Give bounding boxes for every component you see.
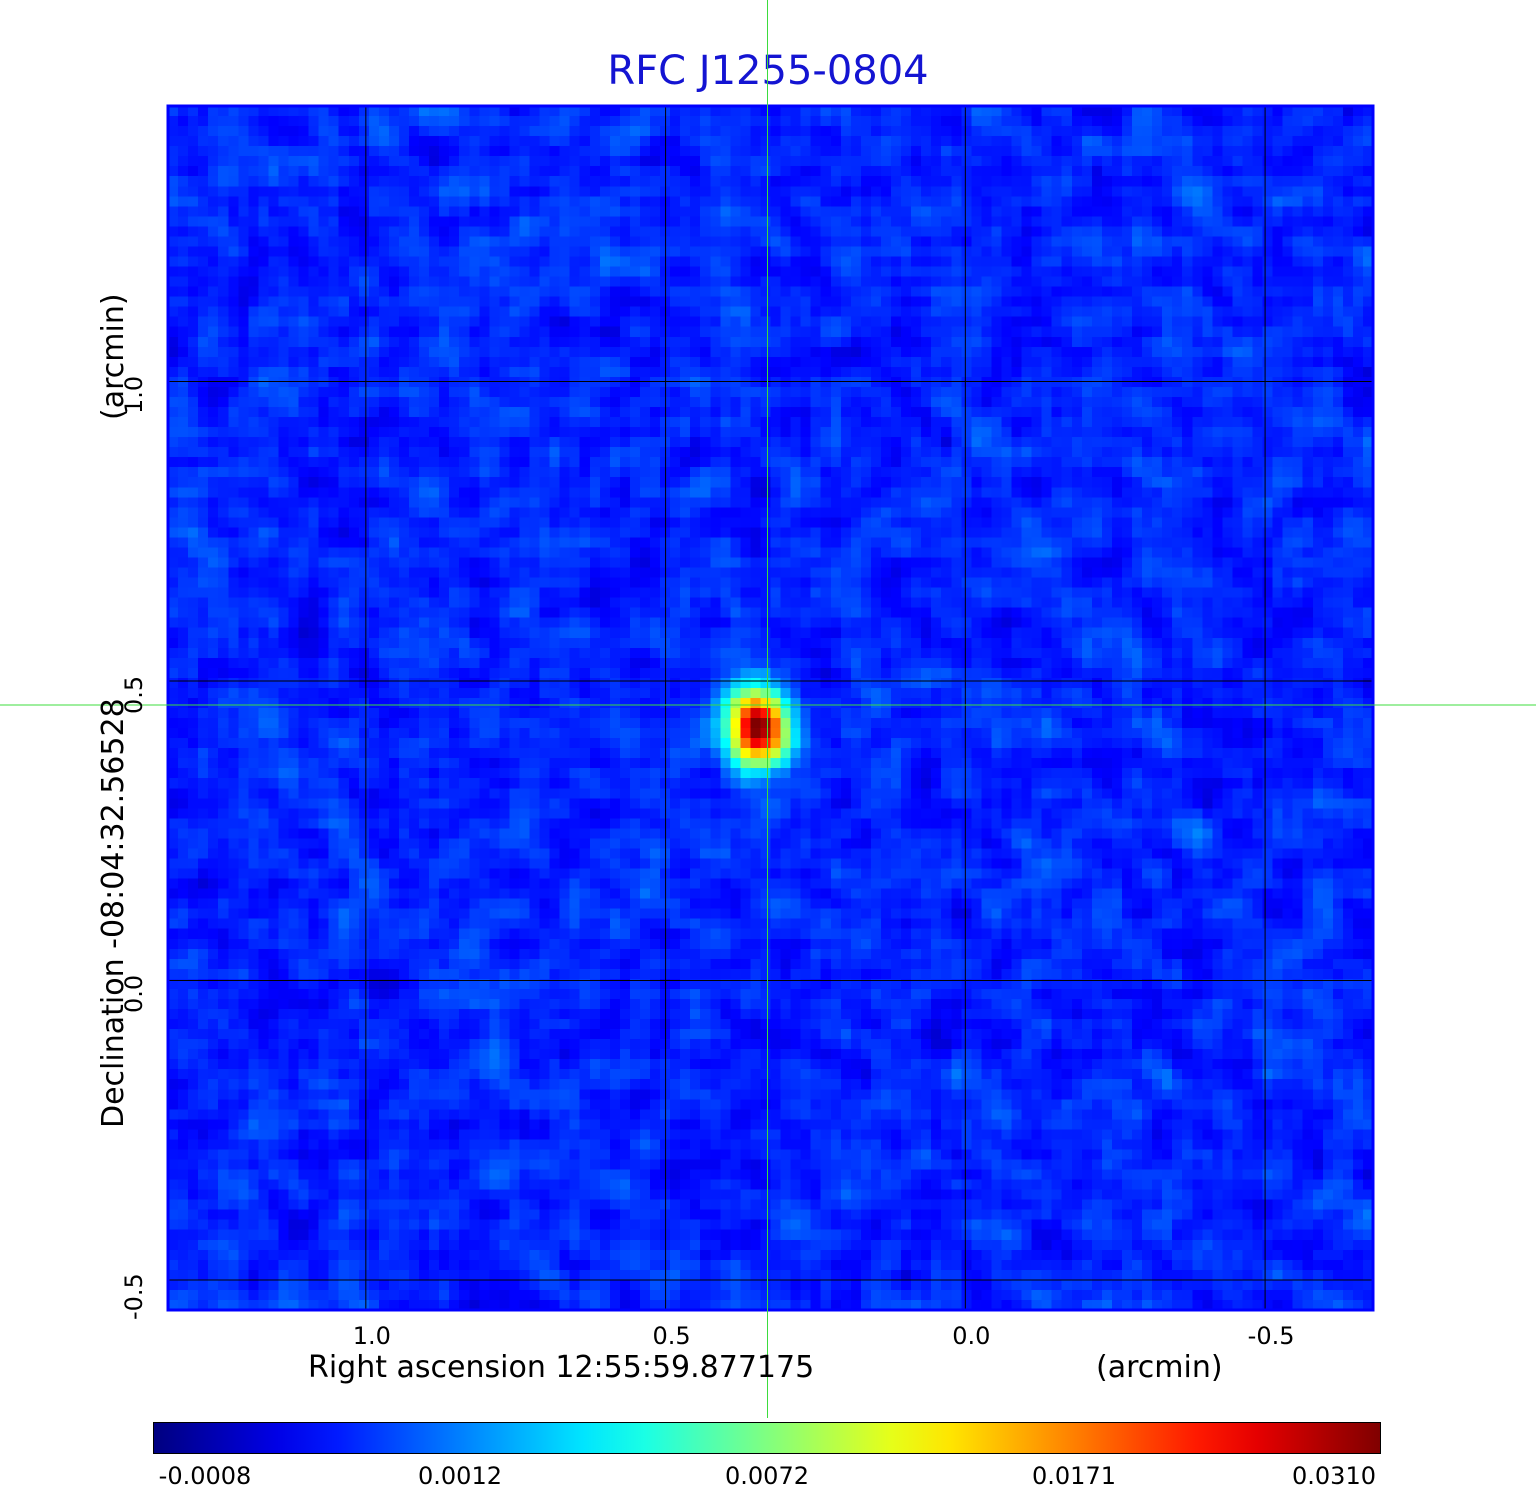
colorbar xyxy=(153,1422,1381,1454)
y-axis-label: Declination -08:04:32.56528 xyxy=(96,698,131,1128)
x-tick-label: 0.0 xyxy=(952,1322,991,1350)
x-tick-label: 1.0 xyxy=(352,1322,391,1350)
colorbar-tick-label: 0.0072 xyxy=(725,1462,809,1490)
colorbar-tick-label: 0.0012 xyxy=(418,1462,502,1490)
y-tick-label: -0.5 xyxy=(120,1273,148,1321)
x-tick-label: 0.5 xyxy=(652,1322,691,1350)
x-tick-label: -0.5 xyxy=(1247,1322,1295,1350)
heatmap-image xyxy=(168,106,1373,1310)
colorbar-tick-label: 0.0171 xyxy=(1032,1462,1116,1490)
plot-frame xyxy=(166,104,1375,1312)
crosshair xyxy=(0,0,1536,1418)
grid-lines xyxy=(168,106,1373,1310)
colorbar-tick-label: 0.0310 xyxy=(1292,1462,1376,1490)
x-axis-label: Right ascension 12:55:59.877175 xyxy=(308,1350,815,1385)
x-axis-unit: (arcmin) xyxy=(1096,1350,1223,1385)
y-axis-unit: (arcmin) xyxy=(96,293,131,420)
colorbar-tick-label: -0.0008 xyxy=(158,1462,252,1490)
